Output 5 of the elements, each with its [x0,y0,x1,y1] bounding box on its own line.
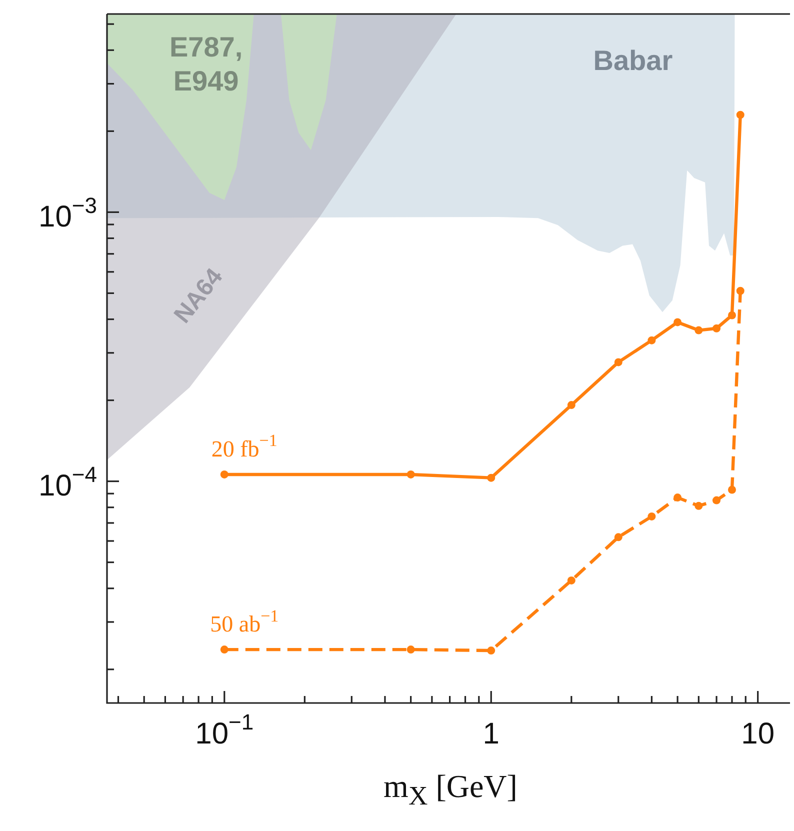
series-label: Babar [593,44,673,76]
x-tick-label: 1 [482,717,500,750]
x-tick-label: 10 [741,717,775,750]
series-label: E787, E949 [169,31,243,96]
x-axis-title: m$_{X}$ [GeV] [382,768,518,812]
